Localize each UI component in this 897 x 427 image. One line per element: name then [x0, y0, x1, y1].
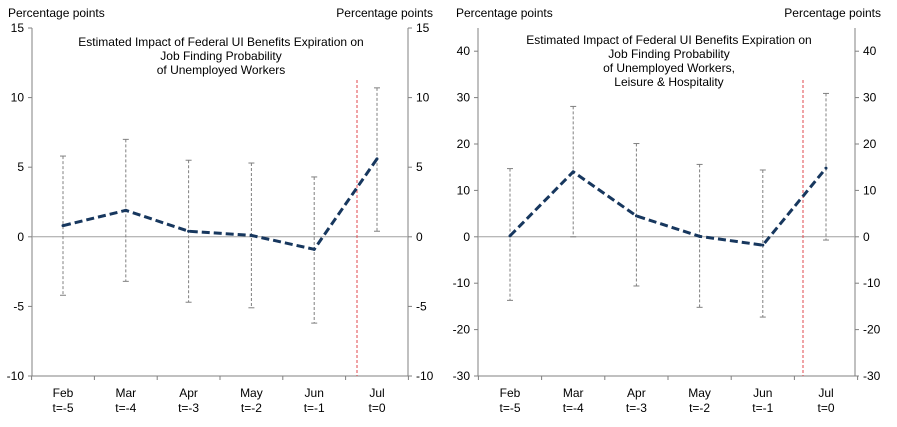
series-line: [508, 167, 828, 247]
x-tick-label-month: Apr: [627, 386, 646, 400]
y-tick-label-left: 0: [463, 230, 470, 244]
y-axis-label-right: Percentage points: [784, 6, 881, 20]
chart-title-line: Job Finding Probability: [608, 47, 729, 61]
y-tick-label-right: 10: [863, 183, 877, 197]
x-tick-label-period: t=-5: [52, 401, 73, 415]
y-tick-label-left: -20: [453, 323, 471, 337]
chart-title-line: of Unemployed Workers: [157, 63, 286, 77]
chart-title-line: of Unemployed Workers,: [603, 61, 735, 75]
y-tick-label-left: 15: [11, 21, 25, 35]
y-tick-label-left: 5: [17, 160, 24, 174]
data-point: [375, 157, 379, 161]
chart-title-line: Leisure & Hospitality: [614, 75, 723, 89]
y-axis-label-right: Percentage points: [336, 6, 433, 20]
x-tick-label-period: t=-3: [178, 401, 199, 415]
series-line: [62, 157, 379, 251]
y-tick-label-right: -5: [416, 299, 427, 313]
y-tick-label-right: 10: [416, 91, 430, 105]
y-tick-label-left: -10: [453, 276, 471, 290]
x-tick-label-period: t=-1: [752, 401, 773, 415]
data-point: [124, 208, 128, 212]
x-tick-label-month: May: [688, 386, 711, 400]
x-tick-label-month: Feb: [500, 386, 521, 400]
x-tick-label-month: Apr: [179, 386, 198, 400]
y-tick-label-right: 0: [863, 230, 870, 244]
y-tick-label-right: 40: [863, 44, 877, 58]
y-tick-label-left: -30: [453, 369, 471, 383]
x-tick-label-month: Jul: [818, 386, 833, 400]
y-tick-label-right: -30: [863, 369, 881, 383]
y-axis-label-left: Percentage points: [456, 6, 553, 20]
y-tick-label-right: -10: [863, 276, 881, 290]
y-tick-label-right: 15: [416, 21, 430, 35]
x-tick-label-month: Jul: [369, 386, 384, 400]
x-tick-label-period: t=0: [368, 401, 385, 415]
data-point: [61, 224, 65, 228]
data-point: [634, 214, 638, 218]
chart-title-line: Job Finding Probability: [160, 49, 281, 63]
y-tick-label-left: 10: [11, 91, 25, 105]
x-tick-label-period: t=-5: [499, 401, 520, 415]
chart-title-line: Estimated Impact of Federal UI Benefits …: [526, 33, 811, 47]
y-tick-label-right: 0: [416, 230, 423, 244]
y-tick-label-left: -5: [13, 299, 24, 313]
data-point: [571, 170, 575, 174]
y-tick-label-left: 20: [457, 137, 471, 151]
data-point: [824, 166, 828, 170]
x-tick-label-period: t=0: [817, 401, 834, 415]
data-point: [761, 243, 765, 247]
x-tick-label-month: Feb: [53, 386, 74, 400]
y-tick-label-right: -10: [416, 369, 434, 383]
data-point: [187, 229, 191, 233]
y-tick-label-left: -10: [7, 369, 25, 383]
x-tick-label-month: Mar: [563, 386, 584, 400]
x-tick-label-month: Jun: [753, 386, 772, 400]
y-tick-label-left: 0: [17, 230, 24, 244]
y-tick-label-right: 20: [863, 137, 877, 151]
chart-title-line: Estimated Impact of Federal UI Benefits …: [78, 35, 363, 49]
data-point: [312, 247, 316, 251]
x-tick-label-period: t=-4: [563, 401, 584, 415]
chart-panel-leisure-hospitality: -30 -30 -20 -20 -10 -10 0 0 10 10 20 20 30 30 40 40 Perc…: [453, 6, 881, 415]
x-tick-label-period: t=-2: [241, 401, 262, 415]
y-tick-label-left: 40: [457, 44, 471, 58]
y-tick-label-left: 30: [457, 91, 471, 105]
data-point: [249, 233, 253, 237]
x-tick-label-period: t=-4: [115, 401, 136, 415]
y-axis-label-left: Percentage points: [8, 6, 105, 20]
x-tick-label-period: t=-2: [689, 401, 710, 415]
x-tick-label-month: May: [240, 386, 263, 400]
data-point: [508, 234, 512, 238]
x-tick-label-period: t=-1: [304, 401, 325, 415]
data-point: [698, 234, 702, 238]
x-tick-label-month: Jun: [305, 386, 324, 400]
x-tick-label-month: Mar: [115, 386, 136, 400]
y-tick-label-left: 10: [457, 183, 471, 197]
x-tick-label-period: t=-3: [626, 401, 647, 415]
y-tick-label-right: -20: [863, 323, 881, 337]
y-tick-label-right: 30: [863, 91, 877, 105]
y-tick-label-right: 5: [416, 160, 423, 174]
